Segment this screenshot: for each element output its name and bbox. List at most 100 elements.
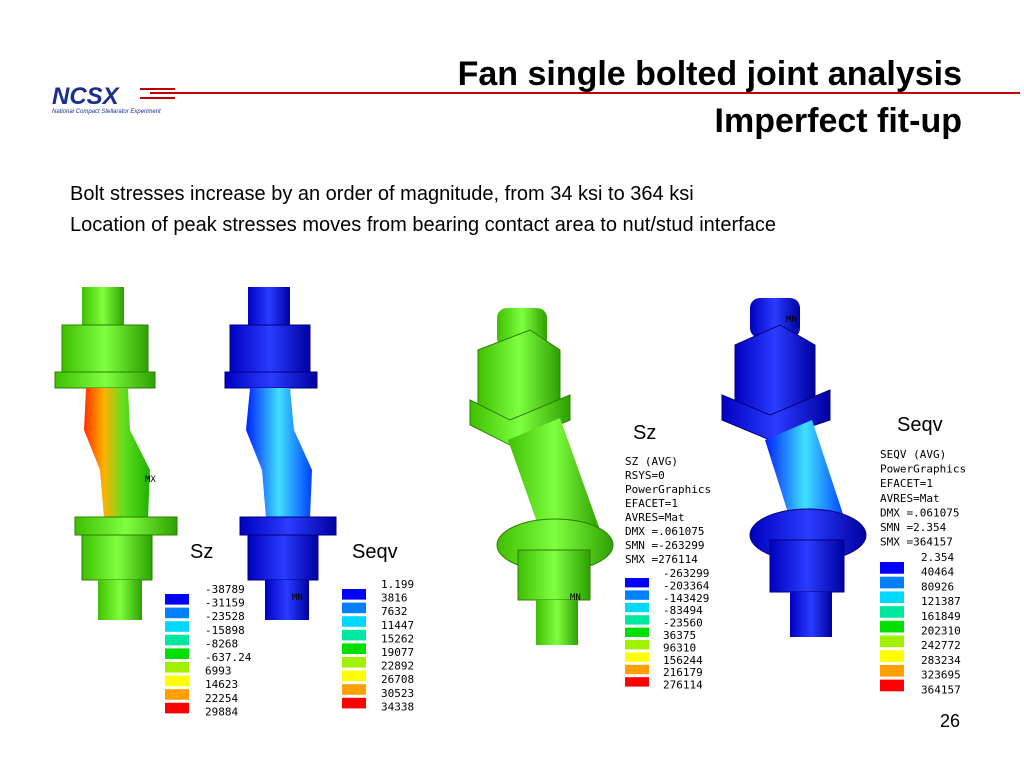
legend-value: -263299 xyxy=(663,567,709,580)
legend-value: 323695 xyxy=(921,669,961,682)
legend-swatch xyxy=(880,562,904,574)
legend-value: 19077 xyxy=(381,646,414,659)
legend-swatch xyxy=(165,634,189,646)
legend-value: -23528 xyxy=(205,610,245,623)
legend-swatch xyxy=(342,657,366,668)
legend-swatch xyxy=(880,679,904,692)
legend-swatch xyxy=(625,677,649,687)
legend-value: -31159 xyxy=(205,597,245,610)
legend-value: 161849 xyxy=(921,610,961,623)
legend-value: 22254 xyxy=(205,692,238,705)
figure-label: Seqv xyxy=(897,414,943,436)
logo: NCSX xyxy=(52,83,121,110)
legend-swatch xyxy=(342,616,366,627)
legend-swatch xyxy=(880,635,904,648)
legend-value: 80926 xyxy=(921,580,954,593)
legend-swatch xyxy=(625,640,649,650)
legend-header: SMN =2.354 xyxy=(880,521,947,534)
legend-value: 283234 xyxy=(921,654,961,667)
legend-value: -83494 xyxy=(663,604,703,617)
legend-value: 364157 xyxy=(921,683,961,696)
legend: 1.19938167632114471526219077228922670830… xyxy=(342,578,414,713)
legend-header: SEQV (AVG) xyxy=(880,448,946,461)
legend-swatch xyxy=(880,591,904,604)
legend-swatch xyxy=(342,697,366,709)
legend-header: SMX =364157 xyxy=(880,536,953,549)
marker: MN xyxy=(786,315,797,325)
legend-value: 11447 xyxy=(381,619,414,632)
legend-value: -143429 xyxy=(663,592,709,605)
legend-swatch xyxy=(165,607,189,619)
legend-swatch xyxy=(165,689,189,700)
bullet: Location of peak stresses moves from bea… xyxy=(70,214,776,236)
legend-swatch xyxy=(165,648,189,659)
bolt-image xyxy=(721,298,867,637)
legend-value: 36375 xyxy=(663,629,696,642)
legend-value: -15898 xyxy=(205,624,245,637)
bolt-image xyxy=(224,287,337,620)
legend-value: -23560 xyxy=(663,617,703,630)
legend-value: 15262 xyxy=(381,632,414,645)
legend-value: 121387 xyxy=(921,595,961,608)
legend-value: 242772 xyxy=(921,639,961,652)
legend-value: 156244 xyxy=(663,654,703,667)
legend-swatch xyxy=(880,650,904,662)
legend: -38789-31159-23528-15898-8268-637.246993… xyxy=(165,583,252,718)
legend-swatch xyxy=(342,670,366,682)
legend-swatch xyxy=(342,684,366,695)
figure-label: Sz xyxy=(633,422,656,444)
legend-swatch xyxy=(625,590,649,600)
legend-header: PowerGraphics xyxy=(625,483,711,496)
legend-header: AVRES=Mat xyxy=(880,492,940,505)
legend-value: -38789 xyxy=(205,583,245,596)
legend-value: 216179 xyxy=(663,666,703,679)
legend-value: 202310 xyxy=(921,625,961,638)
legend-value: 6993 xyxy=(205,665,232,678)
legend-swatch xyxy=(880,576,904,589)
legend-value: 3816 xyxy=(381,592,408,605)
legend-header: EFACET=1 xyxy=(880,477,933,490)
legend-header: SMX =276114 xyxy=(625,553,698,566)
legend-header: SMN =-263299 xyxy=(625,539,704,552)
marker: MX xyxy=(145,475,156,485)
legend-swatch xyxy=(625,627,649,637)
legend-swatch xyxy=(342,643,366,654)
marker: MN xyxy=(570,593,581,603)
legend-swatch xyxy=(625,578,649,588)
legend-swatch xyxy=(625,664,649,675)
legend-swatch xyxy=(342,602,366,614)
legend-header: DMX =.061075 xyxy=(625,525,704,538)
legend-swatch xyxy=(625,652,649,662)
legend-value: 22892 xyxy=(381,660,414,673)
title: Imperfect fit-up xyxy=(715,102,962,140)
legend-swatch xyxy=(165,702,189,714)
bolt-image xyxy=(54,287,178,620)
bullet: Bolt stresses increase by an order of ma… xyxy=(70,183,694,205)
legend-header: DMX =.061075 xyxy=(880,506,959,519)
figure-label: Seqv xyxy=(352,541,398,563)
legend-value: 7632 xyxy=(381,605,408,618)
legend-value: 276114 xyxy=(663,679,703,692)
legend: SZ (AVG)RSYS=0PowerGraphicsEFACET=1AVRES… xyxy=(625,455,711,692)
legend-value: 34338 xyxy=(381,700,414,713)
legend-value: 26708 xyxy=(381,673,414,686)
title: Fan single bolted joint analysis xyxy=(458,55,962,93)
legend-value: 2.354 xyxy=(921,551,954,564)
legend-swatch xyxy=(165,594,189,605)
legend-swatch xyxy=(342,589,366,600)
legend-value: -637.24 xyxy=(205,651,252,664)
figure-label: Sz xyxy=(190,541,213,563)
legend-swatch xyxy=(342,629,366,641)
legend-swatch xyxy=(625,615,649,625)
legend-swatch xyxy=(165,621,189,632)
legend-swatch xyxy=(880,620,904,633)
legend-value: -203364 xyxy=(663,579,710,592)
legend-value: 30523 xyxy=(381,687,414,700)
legend-swatch xyxy=(625,602,649,613)
legend-value: -8268 xyxy=(205,637,238,650)
legend-swatch xyxy=(880,664,904,677)
legend-header: EFACET=1 xyxy=(625,497,678,510)
page-number: 26 xyxy=(940,711,960,731)
